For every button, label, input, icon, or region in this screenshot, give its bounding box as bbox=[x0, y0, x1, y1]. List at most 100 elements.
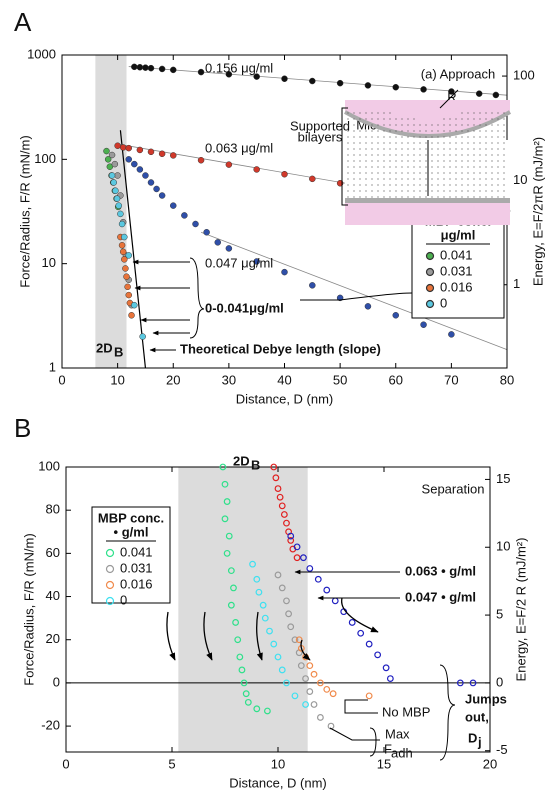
inset-dot bbox=[479, 166, 481, 168]
data-point bbox=[181, 212, 188, 219]
inset-dot bbox=[347, 196, 349, 198]
inset-dot bbox=[347, 190, 349, 192]
data-point bbox=[295, 636, 303, 644]
data-point bbox=[492, 91, 500, 99]
inset-dot bbox=[425, 184, 427, 186]
data-point bbox=[240, 679, 248, 687]
inset-dot bbox=[377, 124, 379, 126]
inset-dot bbox=[359, 178, 361, 180]
inset-dot bbox=[461, 142, 463, 144]
inset-dot bbox=[431, 124, 433, 126]
inset-dot bbox=[485, 130, 487, 132]
inset-dot bbox=[443, 154, 445, 156]
inset-dot bbox=[359, 166, 361, 168]
inset-dot bbox=[425, 196, 427, 198]
data-point bbox=[142, 64, 149, 71]
data-point bbox=[420, 321, 427, 328]
inset-dot bbox=[377, 166, 379, 168]
inset-dot bbox=[503, 130, 505, 132]
inset-dot bbox=[395, 160, 397, 162]
inset-dot bbox=[467, 148, 469, 150]
chart-panel: A 0 10 20 30 40 50 60 70 80 1 10 100 1000 1 10 100 Distan… bbox=[14, 7, 545, 407]
inset-dot bbox=[461, 160, 463, 162]
inset-dot bbox=[497, 112, 499, 114]
y-tick-label: -20 bbox=[41, 718, 60, 733]
inset-dot bbox=[371, 160, 373, 162]
inset-dot bbox=[407, 148, 409, 150]
inset-dot bbox=[443, 160, 445, 162]
inset-dot bbox=[365, 178, 367, 180]
annotation: 0.063 μg/ml bbox=[205, 140, 273, 155]
inset-dot bbox=[389, 124, 391, 126]
inset-dot bbox=[491, 190, 493, 192]
data-point bbox=[348, 619, 356, 626]
y-tick-label: 100 bbox=[34, 151, 56, 166]
data-point bbox=[382, 664, 390, 672]
data-point bbox=[227, 601, 235, 609]
inset-dot bbox=[347, 124, 349, 126]
annotation: Jumps bbox=[465, 691, 507, 706]
inset-dot bbox=[419, 172, 421, 174]
inset-dot bbox=[347, 136, 349, 138]
data-point bbox=[302, 675, 309, 682]
inset-dot bbox=[425, 124, 427, 126]
data-point bbox=[114, 172, 121, 179]
inset-dot bbox=[407, 172, 409, 174]
annotation: out, bbox=[465, 709, 489, 724]
x-tick-label: 40 bbox=[277, 372, 291, 387]
inset-dot bbox=[353, 196, 355, 198]
inset-dot bbox=[485, 184, 487, 186]
inset-dot bbox=[407, 190, 409, 192]
inset-dot bbox=[347, 178, 349, 180]
inset-dot bbox=[383, 154, 385, 156]
annotation: F bbox=[384, 741, 392, 756]
inset-dot bbox=[479, 184, 481, 186]
inset-dot bbox=[503, 178, 505, 180]
data-point bbox=[281, 170, 288, 178]
inset-dot bbox=[473, 118, 475, 120]
annotation: B bbox=[251, 457, 260, 472]
inset-dot bbox=[479, 142, 481, 144]
inset-dot bbox=[353, 184, 355, 186]
inset-dot bbox=[365, 196, 367, 198]
inset-dot bbox=[473, 178, 475, 180]
panel-label: B bbox=[14, 413, 31, 443]
inset-dot bbox=[503, 196, 505, 198]
x-tick-label: 80 bbox=[500, 372, 514, 387]
inset-dot bbox=[455, 142, 457, 144]
y-tick-label: 80 bbox=[46, 502, 60, 517]
inset-dot bbox=[497, 178, 499, 180]
inset-dot bbox=[449, 118, 451, 120]
data-point bbox=[214, 239, 221, 246]
inset-dot bbox=[371, 118, 373, 120]
inset-dot bbox=[401, 130, 403, 132]
data-point bbox=[147, 148, 155, 156]
inset-dot bbox=[455, 118, 457, 120]
inset-dot bbox=[425, 154, 427, 156]
inset-dot bbox=[455, 166, 457, 168]
legend-marker bbox=[425, 283, 435, 293]
legend-marker bbox=[105, 564, 115, 574]
inset-dot bbox=[377, 184, 379, 186]
inset-dot bbox=[371, 196, 373, 198]
inset-dot bbox=[473, 112, 475, 114]
x-tick-label: 20 bbox=[166, 372, 180, 387]
annotation: Max bbox=[385, 726, 410, 741]
inset-dot bbox=[443, 172, 445, 174]
inset-dot bbox=[353, 172, 355, 174]
data-point bbox=[110, 179, 117, 186]
inset-dot bbox=[485, 172, 487, 174]
inset-dot bbox=[503, 184, 505, 186]
data-point bbox=[121, 233, 128, 241]
inset-dot bbox=[503, 148, 505, 150]
data-point bbox=[153, 185, 160, 193]
inset-dot bbox=[365, 148, 367, 150]
inset-dot bbox=[401, 190, 403, 192]
data-point bbox=[323, 685, 331, 693]
trend-arrow bbox=[203, 611, 213, 661]
inset-dot bbox=[359, 130, 361, 132]
inset-dot bbox=[365, 184, 367, 186]
inset-dot bbox=[455, 172, 457, 174]
trend-arrow bbox=[166, 611, 176, 661]
inset-dot bbox=[455, 190, 457, 192]
